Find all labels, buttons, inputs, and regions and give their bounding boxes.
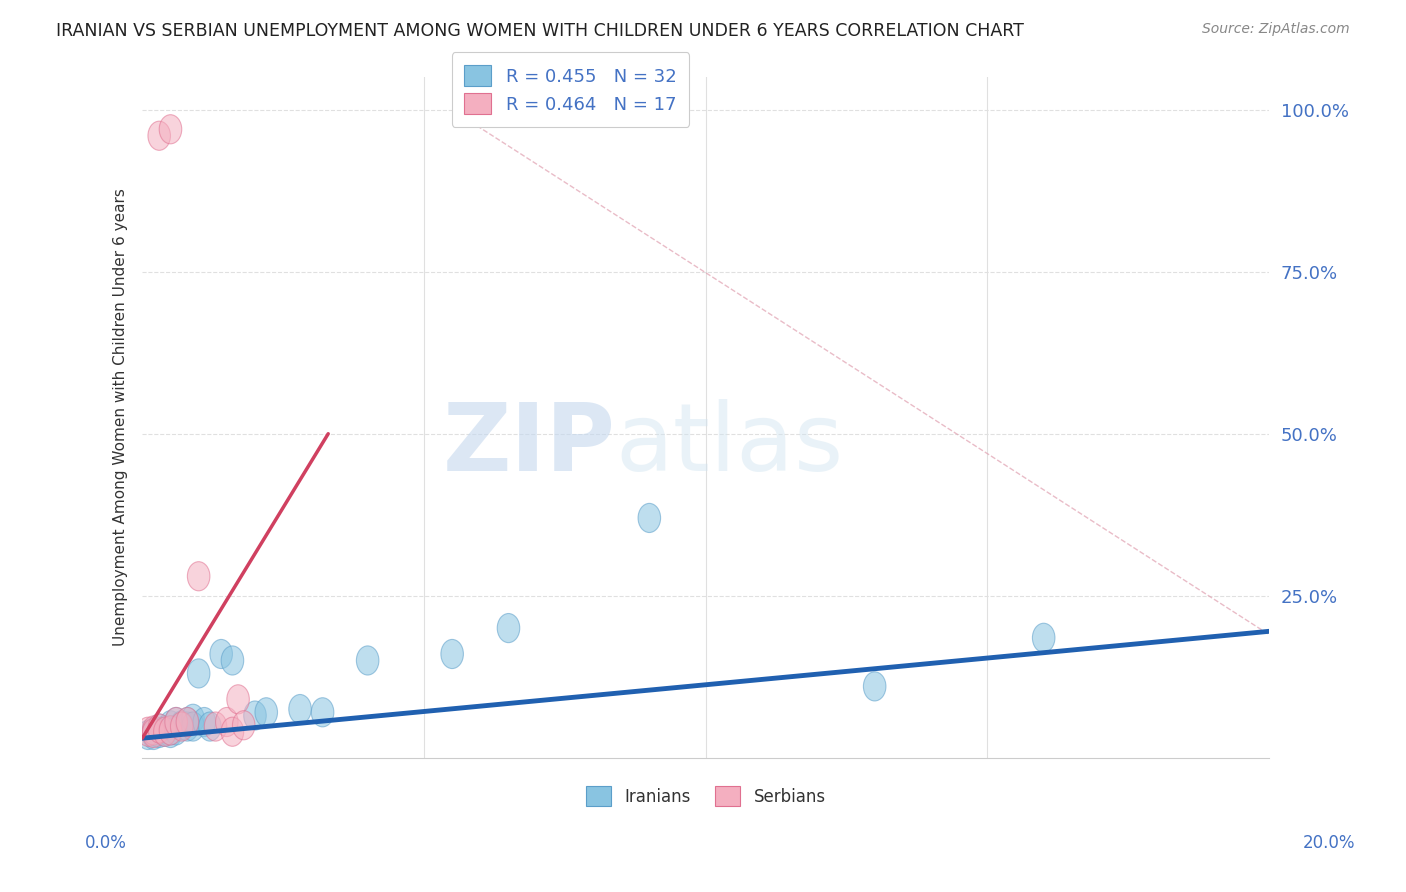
Ellipse shape bbox=[232, 711, 254, 739]
Ellipse shape bbox=[136, 717, 159, 747]
Ellipse shape bbox=[153, 716, 176, 745]
Ellipse shape bbox=[209, 640, 232, 669]
Ellipse shape bbox=[176, 707, 198, 737]
Ellipse shape bbox=[148, 121, 170, 151]
Ellipse shape bbox=[159, 716, 181, 745]
Ellipse shape bbox=[221, 646, 243, 675]
Ellipse shape bbox=[142, 716, 165, 745]
Ellipse shape bbox=[153, 717, 176, 747]
Ellipse shape bbox=[311, 698, 333, 727]
Text: Source: ZipAtlas.com: Source: ZipAtlas.com bbox=[1202, 22, 1350, 37]
Ellipse shape bbox=[176, 712, 198, 741]
Ellipse shape bbox=[176, 707, 198, 737]
Ellipse shape bbox=[148, 718, 170, 747]
Ellipse shape bbox=[136, 721, 159, 749]
Text: IRANIAN VS SERBIAN UNEMPLOYMENT AMONG WOMEN WITH CHILDREN UNDER 6 YEARS CORRELAT: IRANIAN VS SERBIAN UNEMPLOYMENT AMONG WO… bbox=[56, 22, 1024, 40]
Ellipse shape bbox=[181, 712, 204, 741]
Ellipse shape bbox=[498, 614, 520, 642]
Ellipse shape bbox=[159, 716, 181, 745]
Text: atlas: atlas bbox=[616, 399, 844, 491]
Ellipse shape bbox=[142, 717, 165, 747]
Ellipse shape bbox=[165, 707, 187, 737]
Ellipse shape bbox=[181, 704, 204, 733]
Y-axis label: Unemployment Among Women with Children Under 6 years: Unemployment Among Women with Children U… bbox=[114, 188, 128, 647]
Ellipse shape bbox=[288, 695, 311, 723]
Ellipse shape bbox=[198, 712, 221, 741]
Ellipse shape bbox=[159, 718, 181, 747]
Ellipse shape bbox=[638, 503, 661, 533]
Legend: Iranians, Serbians: Iranians, Serbians bbox=[578, 778, 834, 814]
Ellipse shape bbox=[142, 721, 165, 749]
Ellipse shape bbox=[215, 707, 238, 737]
Ellipse shape bbox=[204, 712, 226, 741]
Ellipse shape bbox=[148, 714, 170, 743]
Ellipse shape bbox=[356, 646, 380, 675]
Ellipse shape bbox=[441, 640, 464, 669]
Ellipse shape bbox=[193, 707, 215, 737]
Text: ZIP: ZIP bbox=[443, 399, 616, 491]
Ellipse shape bbox=[1032, 624, 1054, 652]
Ellipse shape bbox=[159, 711, 181, 739]
Ellipse shape bbox=[226, 685, 249, 714]
Ellipse shape bbox=[254, 698, 277, 727]
Ellipse shape bbox=[170, 711, 193, 739]
Ellipse shape bbox=[159, 115, 181, 144]
Ellipse shape bbox=[165, 707, 187, 737]
Ellipse shape bbox=[243, 701, 266, 731]
Ellipse shape bbox=[863, 672, 886, 701]
Ellipse shape bbox=[221, 717, 243, 747]
Ellipse shape bbox=[148, 714, 170, 743]
Ellipse shape bbox=[170, 712, 193, 741]
Text: 0.0%: 0.0% bbox=[84, 834, 127, 852]
Ellipse shape bbox=[165, 716, 187, 745]
Ellipse shape bbox=[153, 717, 176, 747]
Ellipse shape bbox=[142, 718, 165, 747]
Ellipse shape bbox=[187, 659, 209, 688]
Ellipse shape bbox=[187, 562, 209, 591]
Text: 20.0%: 20.0% bbox=[1302, 834, 1355, 852]
